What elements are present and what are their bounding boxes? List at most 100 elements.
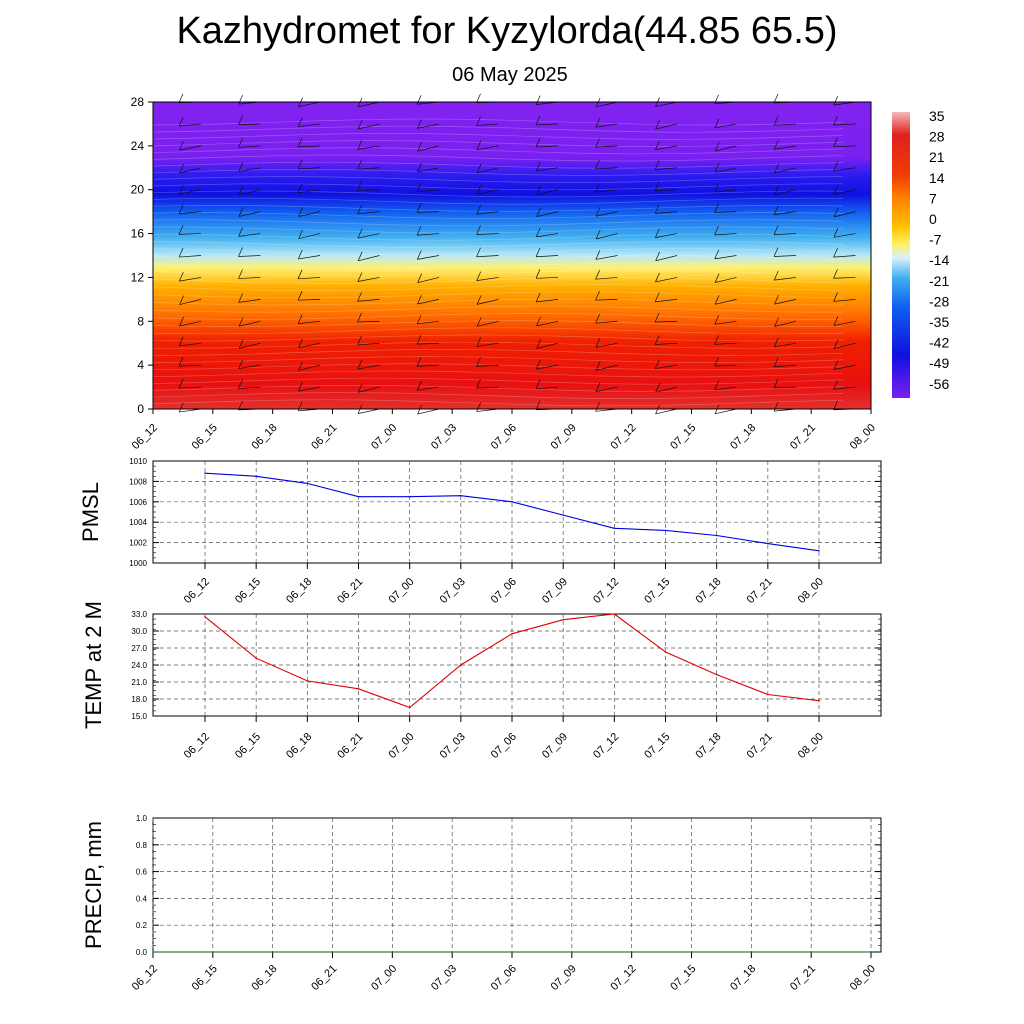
wind-barb-flag (357, 228, 363, 239)
wind-barb-flag (536, 359, 541, 370)
wind-barb-flag (297, 269, 303, 279)
wind-barb-flag (535, 269, 541, 279)
wind-barb (476, 364, 499, 367)
wind-barb-flag (714, 163, 720, 173)
wind-barb (179, 408, 202, 413)
wind-barb-flag (178, 379, 184, 389)
wind-barb (774, 342, 797, 348)
wind-barb-flag (417, 404, 422, 415)
wind-barb (298, 277, 321, 280)
contour-line (152, 154, 844, 162)
wind-barb-flag (595, 361, 601, 371)
wind-barb (714, 408, 737, 415)
ytick-label: 24.0 (131, 661, 147, 670)
xtick-label: 08_00 (848, 963, 878, 993)
heatmap-xtick-label: 07_18 (728, 422, 758, 452)
wind-barb-flag (238, 138, 243, 148)
wind-barb-flag (536, 316, 541, 327)
wind-barb-flag (654, 160, 660, 170)
wind-barb-flag (476, 205, 481, 215)
wind-barb-flag (179, 163, 184, 174)
wind-barb-flag (833, 95, 839, 106)
wind-barb (357, 101, 380, 108)
wind-barb (417, 211, 440, 213)
wind-barb (298, 189, 321, 194)
wind-barb-flag (179, 295, 184, 305)
data-point (767, 693, 769, 696)
wind-barb (655, 320, 678, 323)
wind-barb (834, 342, 856, 349)
wind-barb-flag (773, 357, 779, 367)
xtick-label: 07_18 (693, 576, 723, 606)
wind-barb (714, 189, 737, 193)
data-point (306, 680, 309, 682)
wind-barb (774, 233, 797, 236)
wind-barb (595, 320, 618, 324)
wind-barb-flag (714, 142, 720, 152)
wind-barb (595, 145, 618, 148)
contour-line (152, 392, 844, 399)
wind-barb-flag (417, 119, 422, 129)
wind-barb (714, 386, 737, 391)
xtick-label: 07_18 (728, 963, 758, 993)
xtick-label: 07_15 (668, 963, 698, 993)
wind-barb (655, 364, 678, 369)
wind-barb (774, 255, 797, 257)
wind-barb (357, 233, 380, 239)
wind-barb (774, 299, 797, 305)
wind-barb-flag (655, 120, 660, 130)
colorbar-label: -28 (929, 293, 949, 309)
wind-barb (714, 167, 737, 173)
wind-barb-flag (655, 140, 660, 150)
wind-barb (357, 277, 380, 282)
wind-barb (833, 123, 856, 126)
wind-barb-flag (536, 207, 541, 217)
wind-barb-flag (357, 140, 363, 150)
colorbar-label: -49 (929, 355, 949, 371)
wind-barb-flag (714, 118, 720, 129)
data-point (664, 529, 667, 532)
ytick-label: 0.2 (136, 921, 148, 930)
wind-barb-flag (416, 203, 422, 213)
contour-line (152, 291, 844, 299)
wind-barb-flag (238, 339, 244, 349)
colorbar-label: 35 (929, 108, 945, 124)
data-point (408, 706, 411, 709)
xtick-label: 06_18 (284, 576, 314, 606)
wind-barb (238, 386, 261, 389)
xtick-label: 07_06 (489, 963, 519, 993)
wind-barb-flag (476, 140, 482, 150)
wind-barb-flag (416, 182, 422, 192)
contour-line (152, 370, 844, 378)
wind-barb (596, 101, 618, 108)
wind-barb (655, 255, 678, 262)
xtick-label: 07_03 (429, 963, 459, 993)
wind-barb-flag (595, 207, 601, 217)
wind-barb (417, 255, 440, 260)
wind-barb (476, 233, 499, 235)
data-point (331, 951, 334, 953)
wind-barb-flag (179, 316, 184, 327)
wind-barb-flag (417, 162, 422, 173)
wind-barb (179, 277, 202, 282)
xtick-label: 07_15 (642, 731, 672, 761)
wind-barb-flag (774, 163, 779, 174)
heatmap-ytick-label: 28 (131, 95, 145, 109)
wind-barb-flag (595, 118, 601, 128)
wind-barb-flag (833, 292, 838, 302)
wind-barb (774, 386, 797, 389)
xtick-label: 06_12 (130, 963, 160, 993)
heatmap-ytick-label: 20 (131, 183, 145, 197)
wind-barb (774, 364, 797, 368)
wind-barb (238, 320, 261, 327)
data-point (562, 618, 564, 621)
wind-barb-flag (833, 137, 838, 147)
contour-line (152, 262, 844, 270)
wind-barb-flag (535, 400, 541, 410)
xtick-label: 08_00 (796, 576, 826, 606)
contour-line (152, 241, 844, 248)
wind-barb (417, 364, 440, 367)
colorbar-label: 21 (929, 149, 945, 165)
wind-barb (595, 189, 618, 193)
wind-barb-flag (476, 337, 482, 347)
